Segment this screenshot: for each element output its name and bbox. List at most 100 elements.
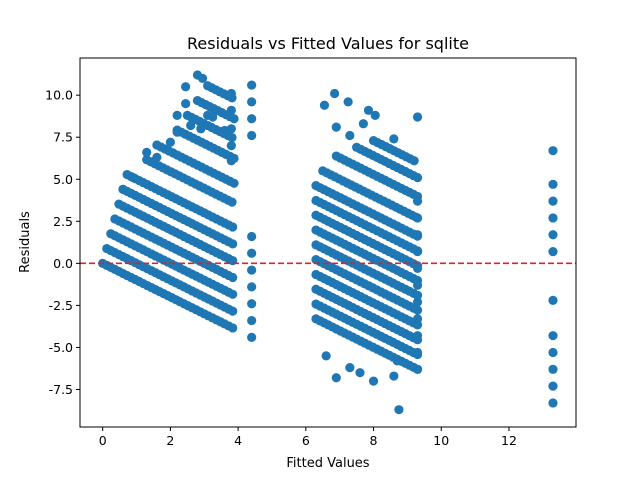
data-point bbox=[228, 222, 238, 232]
data-point bbox=[247, 265, 257, 275]
data-point bbox=[412, 196, 423, 206]
data-point bbox=[226, 141, 236, 151]
y-tick-label: 10.0 bbox=[45, 88, 73, 103]
y-tick-label: -2.5 bbox=[49, 298, 73, 313]
data-point bbox=[412, 263, 423, 273]
x-tick-label: 2 bbox=[166, 433, 174, 448]
data-point bbox=[548, 246, 558, 257]
data-point bbox=[412, 347, 423, 358]
data-point bbox=[226, 156, 236, 166]
data-point bbox=[548, 295, 558, 305]
data-point bbox=[548, 179, 558, 189]
data-point bbox=[247, 80, 257, 90]
data-point bbox=[331, 373, 341, 383]
data-point bbox=[412, 213, 423, 223]
data-point bbox=[389, 134, 399, 144]
data-point bbox=[229, 178, 239, 188]
y-tick-label: 2.5 bbox=[53, 214, 73, 229]
data-point bbox=[247, 299, 257, 309]
data-point bbox=[118, 184, 128, 194]
data-point bbox=[412, 280, 423, 290]
data-point bbox=[548, 230, 558, 240]
data-point bbox=[247, 315, 257, 326]
x-axis-ticks: 0 2 4 6 8 10 12 bbox=[99, 427, 517, 448]
x-tick-label: 10 bbox=[433, 433, 449, 448]
data-point bbox=[412, 172, 423, 183]
x-tick-label: 12 bbox=[501, 433, 517, 448]
x-tick-label: 0 bbox=[99, 433, 107, 448]
data-point bbox=[247, 332, 257, 342]
data-point bbox=[330, 88, 340, 99]
data-point bbox=[345, 130, 355, 141]
data-point bbox=[152, 152, 162, 162]
data-point bbox=[412, 331, 423, 341]
data-point bbox=[228, 289, 238, 299]
data-point bbox=[142, 147, 152, 157]
data-point bbox=[412, 364, 423, 374]
data-point bbox=[389, 371, 399, 381]
data-point bbox=[548, 146, 558, 156]
data-point bbox=[181, 98, 191, 109]
data-point bbox=[412, 112, 423, 122]
x-axis-label: Fitted Values bbox=[286, 456, 369, 471]
data-point bbox=[319, 100, 330, 110]
data-point bbox=[165, 137, 175, 147]
points-layer bbox=[98, 70, 558, 415]
chart-title: Residuals vs Fitted Values for sqlite bbox=[187, 34, 469, 53]
data-point bbox=[394, 405, 404, 415]
data-point bbox=[548, 213, 558, 223]
data-point bbox=[247, 130, 257, 141]
data-point bbox=[412, 297, 423, 307]
data-point bbox=[208, 112, 218, 122]
data-point bbox=[247, 231, 257, 242]
y-axis-ticks: -7.5 -5.0 -2.5 0.0 2.5 5.0 7.5 10.0 bbox=[45, 88, 80, 397]
x-tick-label: 6 bbox=[302, 433, 310, 448]
data-point bbox=[412, 290, 423, 300]
data-point bbox=[197, 73, 208, 83]
data-point bbox=[226, 88, 236, 99]
data-point bbox=[321, 351, 331, 361]
data-point bbox=[345, 363, 355, 373]
data-point bbox=[172, 127, 182, 137]
data-point bbox=[548, 196, 558, 206]
data-point bbox=[355, 368, 365, 378]
data-point bbox=[226, 105, 236, 115]
data-point bbox=[370, 110, 380, 120]
data-point bbox=[228, 323, 238, 333]
data-point bbox=[229, 114, 239, 124]
data-point bbox=[247, 97, 257, 107]
data-point bbox=[247, 282, 257, 292]
y-tick-label: 7.5 bbox=[53, 130, 73, 145]
data-point bbox=[548, 381, 558, 391]
data-point bbox=[412, 246, 423, 257]
data-point bbox=[228, 306, 238, 316]
data-point bbox=[331, 122, 341, 132]
x-tick-label: 8 bbox=[370, 433, 378, 448]
data-point bbox=[247, 114, 257, 124]
data-point bbox=[227, 197, 237, 207]
data-point bbox=[409, 156, 419, 166]
x-tick-label: 4 bbox=[234, 433, 242, 448]
data-point bbox=[548, 364, 558, 374]
data-point bbox=[228, 272, 238, 283]
data-point bbox=[228, 239, 238, 249]
y-tick-label: -7.5 bbox=[49, 382, 73, 397]
y-tick-label: -5.0 bbox=[49, 340, 73, 355]
plot-frame bbox=[79, 57, 577, 428]
y-tick-label: 5.0 bbox=[53, 172, 73, 187]
data-point bbox=[548, 398, 558, 408]
data-point bbox=[343, 97, 353, 107]
data-point bbox=[548, 331, 558, 341]
data-point bbox=[392, 356, 402, 366]
data-point bbox=[368, 376, 379, 386]
data-point bbox=[128, 172, 138, 183]
data-point bbox=[186, 120, 196, 131]
y-tick-label: 0.0 bbox=[53, 256, 73, 271]
data-point bbox=[181, 82, 191, 92]
y-axis-label: Residuals bbox=[18, 211, 33, 273]
data-point bbox=[172, 110, 182, 120]
data-point bbox=[358, 119, 368, 129]
data-point bbox=[412, 230, 423, 240]
data-point bbox=[363, 105, 374, 115]
